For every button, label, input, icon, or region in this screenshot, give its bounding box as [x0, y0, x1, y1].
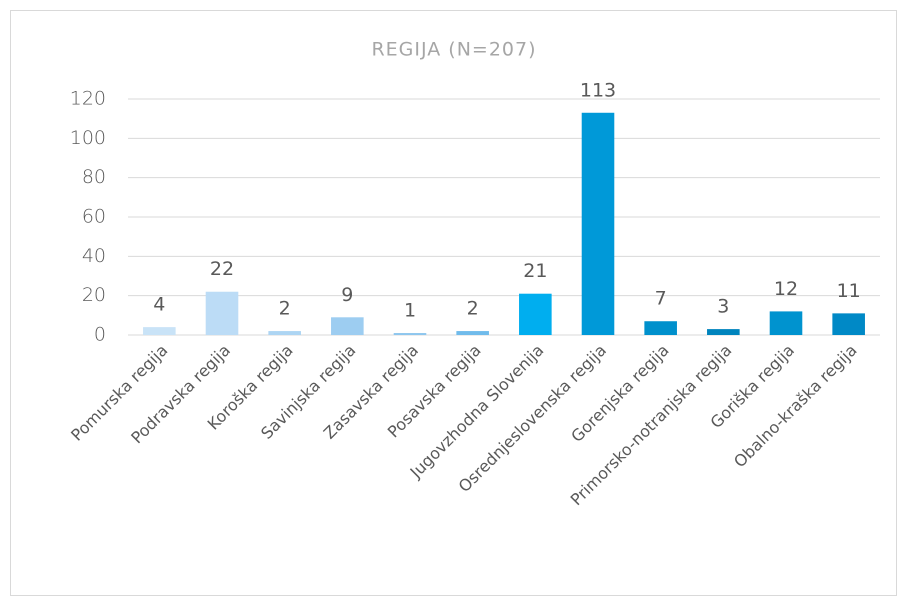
data-label: 22: [210, 258, 234, 280]
y-tick-label: 20: [82, 284, 106, 306]
data-label: 7: [655, 288, 667, 310]
data-label: 1: [404, 300, 416, 322]
data-label: 11: [837, 280, 861, 302]
bar: [581, 112, 615, 336]
data-label: 2: [467, 298, 479, 320]
y-tick-label: 40: [82, 245, 106, 267]
y-tick-label: 80: [82, 166, 106, 188]
data-label: 12: [774, 278, 798, 300]
y-tick-label: 60: [82, 206, 106, 228]
bar: [205, 291, 239, 335]
data-label: 3: [717, 296, 729, 318]
data-label: 4: [153, 294, 165, 316]
chart-title: REGIJA (N=207): [371, 39, 536, 61]
bar: [143, 327, 176, 335]
bar: [832, 313, 865, 335]
bar: [519, 293, 552, 335]
bar: [769, 311, 803, 335]
y-tick-label: 100: [70, 127, 106, 149]
data-label: 113: [580, 79, 616, 101]
bar: [456, 331, 489, 335]
y-tick-label: 0: [94, 324, 106, 346]
data-label: 21: [523, 260, 547, 282]
bar: [331, 317, 364, 335]
bar: [707, 329, 740, 335]
chart-frame: [10, 10, 897, 596]
bar: [644, 321, 677, 335]
bar: [268, 331, 301, 335]
y-tick-label: 120: [70, 88, 106, 110]
data-label: 9: [341, 284, 353, 306]
bar: [393, 333, 427, 335]
data-label: 2: [279, 298, 291, 320]
